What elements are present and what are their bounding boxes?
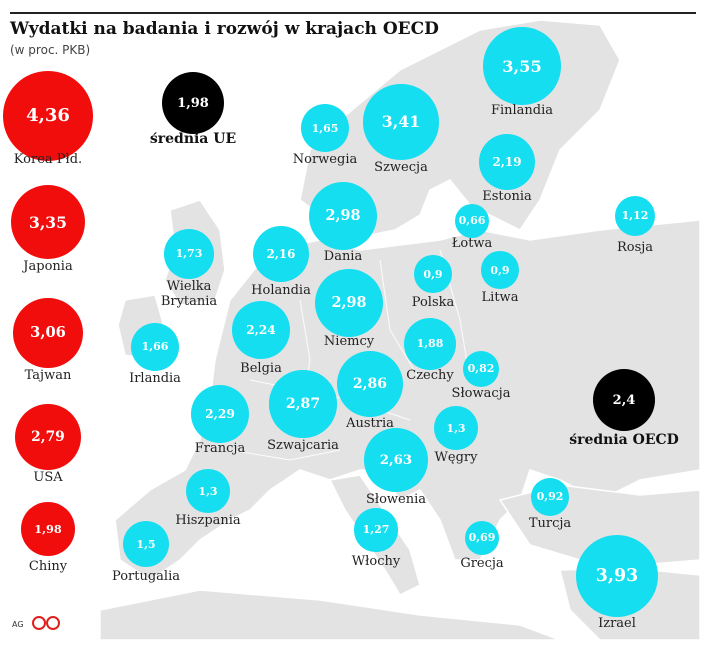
bubble-tajwan: 3,06 [13,298,83,368]
label-finlandia: Finlandia [490,103,554,118]
label-tajwan: Tajwan [24,368,72,383]
label-srednia-oecd: średnia OECD [569,432,679,448]
credit-text: AG [12,620,24,629]
chart-subtitle: (w proc. PKB) [10,43,91,57]
map-north-africa [99,589,561,641]
label-szwajcaria: Szwajcaria [267,438,339,453]
label-belgia: Belgia [240,361,282,376]
bubble-wielka-brytania: 1,73 [164,229,214,279]
label-irlandia: Irlandia [129,371,181,386]
bubble-wegry: 1,3 [434,406,478,450]
label-norwegia: Norwegia [292,152,358,167]
bubble-rosja: 1,12 [614,195,656,237]
bubble-grecja: 0,69 [464,520,500,556]
bubble-norwegia: 1,65 [300,103,350,153]
bubble-irlandia: 1,66 [130,322,180,372]
label-wlochy: Włochy [351,554,401,569]
bubble-austria: 2,86 [336,350,404,418]
bubble-wlochy: 1,27 [354,508,398,552]
bubble-slowenia: 2,63 [364,428,428,492]
label-japonia: Japonia [23,259,73,274]
bubble-turcja: 0,92 [531,478,569,516]
bubble-holandia: 2,16 [252,225,310,283]
label-srednia-ue: średnia UE [149,131,237,147]
label-chiny: Chiny [28,559,68,574]
bubble-usa: 2,79 [15,404,81,470]
bubble-chiny: 1,98 [21,502,75,556]
label-hiszpania: Hiszpania [175,513,241,528]
bubble-estonia: 2,19 [478,133,536,191]
bubble-niemcy: 2,98 [314,268,384,338]
label-izrael: Izrael [598,616,636,631]
label-wielka-brytania: Wielka Brytania [160,279,218,309]
label-korea-pld: Korea Płd. [13,152,83,167]
bubble-srednia-ue: 1,98 [162,72,224,134]
label-dania: Dania [323,249,363,264]
bubble-finlandia: 3,55 [483,27,561,105]
chart-title: Wydatki na badania i rozwój w krajach OE… [10,19,439,39]
bubble-izrael: 3,93 [575,534,659,618]
label-slowacja: Słowacja [451,386,511,401]
label-estonia: Estonia [482,189,532,204]
label-niemcy: Niemcy [323,334,375,349]
bubble-dania: 2,98 [308,181,378,251]
label-usa: USA [33,470,63,485]
bubble-litwa: 0,9 [481,251,519,289]
label-francja: Francja [194,441,246,456]
label-polska: Polska [411,295,455,310]
bubble-korea-pld: 4,36 [3,71,93,161]
publisher-logo [32,616,60,630]
bubble-czechy: 1,88 [403,317,457,371]
bubble-slowacja: 0,82 [462,350,500,388]
label-grecja: Grecja [460,556,504,571]
map-border-2 [379,259,421,381]
bubble-portugalia: 1,5 [122,520,170,568]
label-rosja: Rosja [616,240,654,255]
bubble-hiszpania: 1,3 [186,469,230,513]
bubble-szwecja: 3,41 [363,84,439,160]
label-lotwa: Łotwa [451,236,493,251]
label-litwa: Litwa [481,290,519,305]
bubble-szwajcaria: 2,87 [269,370,337,438]
bubble-francja: 2,29 [190,384,250,444]
label-holandia: Holandia [251,283,311,298]
bubble-japonia: 3,35 [10,184,86,260]
label-slowenia: Słowenia [365,492,427,507]
bubble-srednia-oecd: 2,4 [593,369,655,431]
label-czechy: Czechy [406,368,454,383]
label-wegry: Węgry [434,450,478,465]
label-turcja: Turcja [528,516,572,531]
map-border-5 [229,449,341,461]
bubble-polska: 0,9 [414,255,452,293]
label-portugalia: Portugalia [112,569,180,584]
label-szwecja: Szwecja [374,160,428,175]
bubble-lotwa: 0,66 [455,204,489,238]
label-austria: Austria [346,416,394,431]
bubble-belgia: 2,24 [232,301,290,359]
title-rule [10,12,696,14]
